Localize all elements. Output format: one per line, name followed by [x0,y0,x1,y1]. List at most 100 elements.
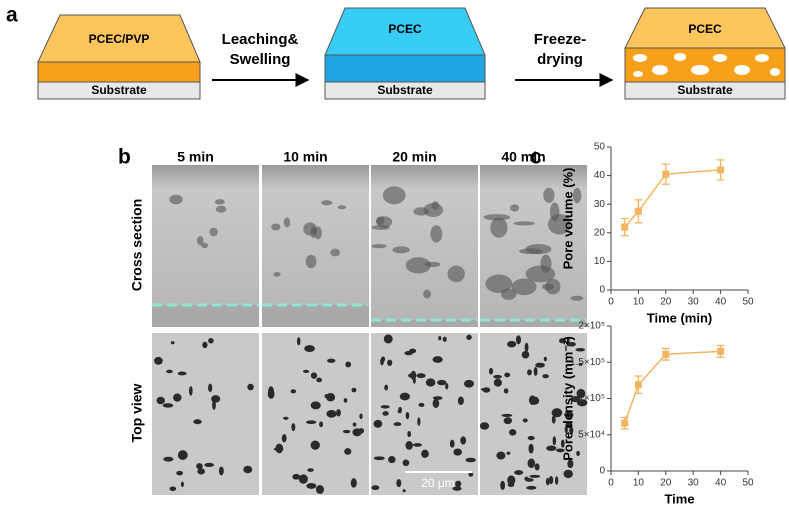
pore [271,223,281,231]
pore [383,334,393,344]
y-tick-label: 40 [594,170,606,181]
y-tick-label: 0 [599,285,605,296]
sem-image [262,333,369,495]
pore [218,466,224,476]
pore [214,199,225,205]
pore [438,336,442,341]
substrate-label: Substrate [91,83,147,97]
pore [564,411,574,418]
pore [480,387,490,391]
pore [575,348,586,352]
pore [177,371,187,376]
data-point [634,207,642,215]
y-tick-label: 5×10⁴ [578,429,605,440]
pore [578,362,583,366]
pore [404,351,413,356]
pore [291,423,296,432]
pore [558,338,566,344]
pore [513,221,535,226]
pore [432,396,443,400]
pore [320,200,333,206]
arrow-label: Freeze- [534,31,587,48]
pore [330,248,341,257]
pore [316,377,323,383]
pore [392,246,410,254]
pore [572,187,582,204]
pore [466,334,472,340]
pore [509,429,517,436]
pore [387,359,393,366]
pore [452,486,462,491]
layer-label: PCEC/PVP [89,32,150,46]
pore [526,485,537,490]
pore [358,428,365,434]
pore [306,482,317,489]
pore [373,456,385,461]
pore [273,271,281,277]
pore [290,389,297,394]
pore [546,445,557,451]
pore [303,369,310,373]
y-tick-label: 50 [594,142,606,153]
pore [442,336,447,342]
pore [382,411,389,416]
pore [204,462,215,467]
pore [307,468,314,472]
substrate-region [371,320,478,327]
pore [545,477,550,486]
substrate-region [480,320,587,327]
x-tick-label: 50 [742,478,754,489]
pore [170,341,175,345]
pore [479,422,490,430]
column-label: 40 min [501,149,545,165]
substrate-region [152,305,259,327]
pore [528,443,534,454]
pore [169,194,183,205]
x-tick-label: 10 [633,297,645,308]
pore [402,489,406,493]
pore [551,408,563,418]
pore [396,479,402,488]
data-point [662,170,670,178]
pore [163,456,174,462]
pore [543,187,555,203]
pore [310,372,318,379]
pore [522,418,528,423]
pore [351,387,357,393]
pore [380,405,390,409]
pore [564,425,568,434]
pore [510,204,520,212]
pore [197,468,206,475]
pore [376,216,393,228]
pore [507,482,515,488]
y-tick-label: 30 [594,199,606,210]
pore [343,398,348,403]
pore [412,443,423,447]
pore [542,374,549,379]
pore [344,448,352,455]
pore [503,417,513,425]
x-tick-label: 0 [608,297,614,308]
pore [212,399,216,410]
pore [521,350,530,359]
pore [423,289,431,299]
pore [326,409,337,418]
pore [268,386,274,397]
sem-image [152,333,259,495]
x-tick-label: 30 [688,297,700,308]
pore [384,384,389,391]
pore [408,373,414,378]
pore [555,476,559,485]
pore [445,383,449,390]
pore [551,415,556,424]
arrow-label: drying [537,51,583,68]
y-axis-label: Pore density (mm⁻²) [560,336,575,461]
x-tick-label: 30 [688,478,700,489]
pore [525,265,556,283]
pore [432,356,443,363]
pore [501,413,513,417]
pore [162,403,174,408]
pore [527,458,536,469]
y-tick-label: 1×10⁵ [578,393,605,404]
x-tick-label: 0 [608,478,614,489]
